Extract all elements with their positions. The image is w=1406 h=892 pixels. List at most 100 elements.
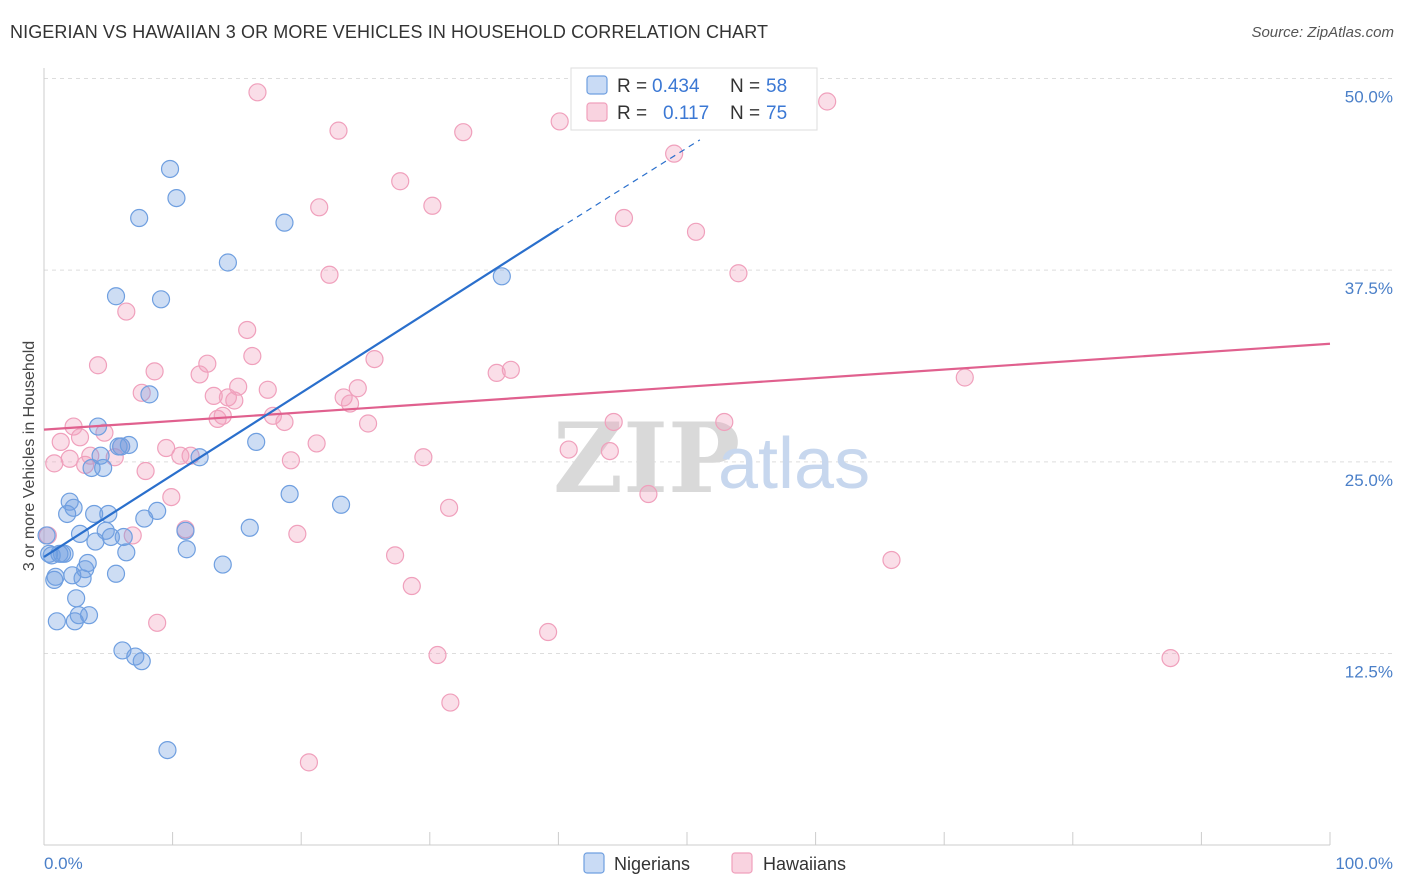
nigerian-point-58 — [492, 267, 511, 286]
legend-r-label-nigerian: R = — [617, 76, 647, 97]
nigerian-point-26 — [94, 458, 113, 478]
hawaiian-point-63 — [600, 442, 619, 461]
nigerian-trend-extension — [558, 139, 701, 230]
hawaiian-point-16 — [145, 362, 164, 381]
hawaiian-point-20 — [171, 446, 190, 465]
hawaiian-point-42 — [320, 265, 339, 284]
nigerian-point-15 — [69, 606, 88, 625]
hawaiian-point-65 — [614, 208, 634, 228]
nigerian-point-4 — [46, 567, 65, 586]
hawaiian-point-14 — [132, 383, 151, 402]
hawaiian-point-3 — [60, 449, 79, 468]
hawaiian-point-32 — [243, 346, 262, 366]
hawaiian-point-37 — [281, 451, 301, 470]
hawaiian-point-24 — [198, 354, 217, 373]
hawaiian-point-66 — [639, 484, 658, 504]
nigerian-point-22 — [85, 504, 104, 524]
nigerian-point-30 — [106, 287, 126, 306]
y-tick-label-3: 50.0% — [1345, 88, 1393, 107]
hawaiian-point-15 — [136, 461, 155, 481]
nigerian-point-12 — [64, 498, 83, 517]
nigerian-point-0 — [37, 526, 56, 545]
hawaiian-points — [38, 83, 1180, 772]
hawaiian-point-12 — [117, 302, 136, 321]
hawaiian-point-71 — [818, 92, 837, 111]
hawaiian-point-68 — [686, 222, 706, 241]
hawaiian-point-1 — [45, 454, 64, 473]
nigerian-point-51 — [213, 555, 232, 574]
hawaiian-point-5 — [70, 428, 90, 447]
hawaiian-point-13 — [123, 526, 142, 545]
nigerian-point-40 — [132, 652, 151, 671]
nigerian-point-55 — [275, 213, 294, 232]
nigerian-point-48 — [176, 521, 195, 540]
legend-r-value-hawaiian: 0.117 — [663, 103, 709, 124]
legend-n-value-hawaiian: 75 — [766, 103, 787, 124]
x-tick-label-right: 100.0% — [1335, 854, 1393, 873]
nigerian-point-8 — [55, 544, 74, 563]
nigerian-point-5 — [47, 612, 66, 631]
hawaiian-point-73 — [955, 368, 974, 387]
nigerian-point-46 — [160, 159, 180, 179]
hawaiian-point-60 — [539, 622, 558, 642]
hawaiian-point-30 — [229, 377, 248, 396]
bottom-legend-swatch-hawaiians — [731, 852, 753, 874]
nigerian-point-20 — [79, 606, 99, 625]
hawaiian-point-38 — [288, 524, 307, 544]
hawaiian-point-57 — [454, 123, 473, 142]
bottom-legend-label-nigerians: Nigerians — [614, 854, 690, 874]
chart-title: NIGERIAN VS HAWAIIAN 3 OR MORE VEHICLES … — [10, 22, 769, 42]
legend-n-label-nigerian: N = — [730, 76, 760, 97]
series-legend: Nigerians Hawaiians — [583, 852, 846, 874]
hawaiian-point-2 — [51, 432, 70, 451]
hawaiian-point-54 — [428, 645, 447, 665]
hawaiian-point-56 — [441, 693, 460, 712]
nigerian-point-52 — [218, 253, 237, 272]
hawaiian-point-53 — [423, 196, 442, 215]
hawaiian-point-40 — [307, 434, 326, 453]
nigerian-point-19 — [78, 553, 97, 573]
nigerian-trend-line — [43, 227, 559, 558]
y-tick-label-0: 12.5% — [1345, 663, 1393, 682]
nigerian-point-37 — [119, 435, 138, 455]
hawaiian-point-67 — [665, 144, 684, 163]
y-tick-labels: 12.5% 25.0% 37.5% 50.0% — [1345, 88, 1393, 682]
hawaiian-point-64 — [604, 412, 623, 432]
hawaiian-point-59 — [501, 360, 520, 379]
x-tick-label-left: 0.0% — [44, 854, 83, 873]
watermark-atlas: atlas — [718, 424, 870, 504]
hawaiian-point-69 — [715, 412, 734, 432]
watermark: ZIP atlas — [553, 402, 870, 515]
trend-lines — [43, 139, 1331, 558]
hawaiian-trend-line — [43, 342, 1331, 431]
legend-n-value-nigerian: 58 — [766, 76, 787, 97]
nigerian-point-38 — [126, 647, 145, 666]
hawaiian-point-62 — [559, 440, 578, 459]
nigerian-point-39 — [130, 208, 149, 228]
nigerian-point-31 — [106, 564, 126, 583]
legend-swatch-nigerian — [586, 75, 608, 95]
legend-r-value-nigerian: 0.434 — [652, 76, 700, 97]
hawaiian-point-34 — [258, 380, 277, 399]
hawaiian-point-27 — [213, 406, 232, 425]
hawaiian-point-52 — [414, 448, 433, 467]
nigerian-point-43 — [148, 501, 167, 520]
nigerian-point-53 — [240, 518, 259, 537]
nigerian-point-33 — [112, 437, 131, 456]
hawaiian-point-19 — [162, 488, 181, 507]
nigerian-point-49 — [177, 540, 196, 559]
legend-n-label-hawaiian: N = — [730, 103, 760, 124]
y-axis-title: 3 or more Vehicles in Household — [21, 341, 38, 571]
nigerian-point-44 — [151, 290, 171, 309]
nigerian-point-54 — [247, 432, 266, 451]
hawaiian-point-36 — [275, 412, 294, 432]
y-tick-label-1: 25.0% — [1345, 471, 1393, 490]
hawaiian-point-8 — [88, 356, 108, 375]
y-tick-label-2: 37.5% — [1345, 279, 1393, 298]
hawaiian-point-31 — [238, 320, 257, 340]
x-ticks — [43, 832, 1331, 845]
hawaiian-point-74 — [1161, 648, 1180, 668]
hawaiian-point-17 — [148, 613, 167, 632]
hawaiian-point-51 — [402, 576, 421, 596]
hawaiian-point-46 — [348, 379, 367, 398]
